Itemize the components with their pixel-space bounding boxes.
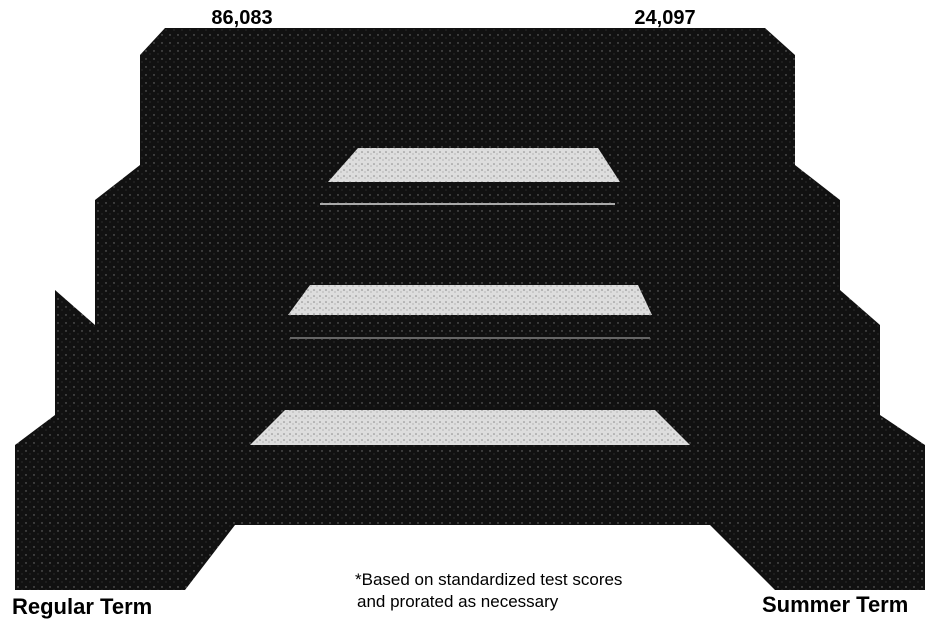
summer-term-label: Summer Term [762,592,908,617]
step-highlight [250,410,690,445]
regular-total: 86,083 [211,7,272,29]
step-highlight [288,285,652,315]
summer-total: 24,097 [634,7,695,29]
footnote-line: *Based on standardized test scores [355,570,622,589]
step-highlight [328,148,620,182]
footnote-line: and prorated as necessary [357,592,559,611]
regular-term-label: Regular Term [12,594,152,619]
